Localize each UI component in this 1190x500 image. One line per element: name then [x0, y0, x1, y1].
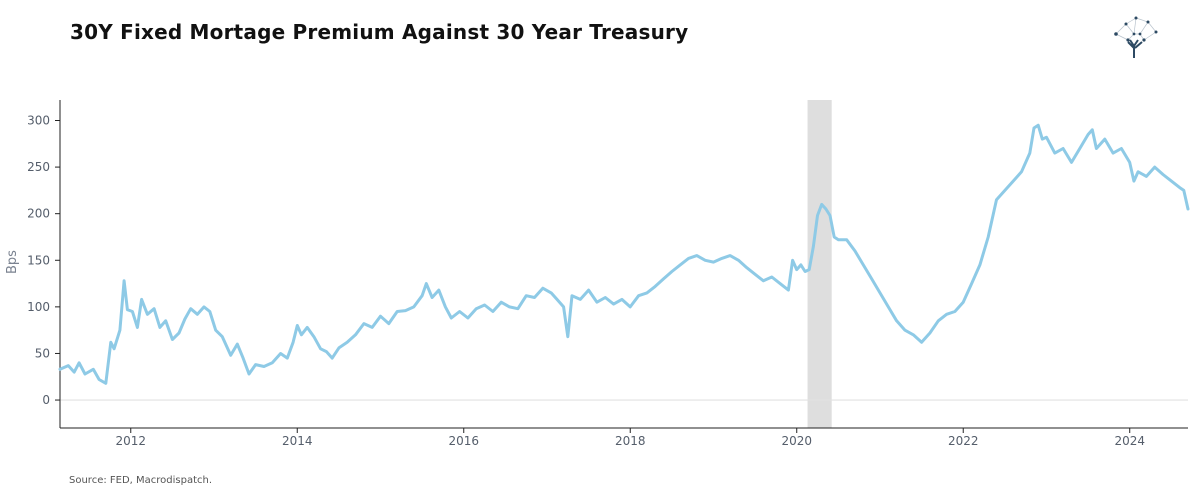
y-tick-label: 200: [27, 207, 50, 221]
page-title: 30Y Fixed Mortage Premium Against 30 Yea…: [70, 20, 689, 44]
y-tick-label: 0: [42, 393, 50, 407]
x-tick-label: 2012: [115, 434, 146, 448]
x-tick-label: 2016: [448, 434, 479, 448]
y-tick-label: 300: [27, 114, 50, 128]
y-axis-label: Bps: [5, 250, 20, 274]
x-tick-label: 2020: [781, 434, 812, 448]
x-tick-label: 2022: [948, 434, 979, 448]
y-tick-label: 150: [27, 253, 50, 267]
y-tick-label: 100: [27, 300, 50, 314]
x-tick-label: 2018: [615, 434, 646, 448]
series-line: [58, 123, 1190, 385]
y-tick-label: 50: [35, 346, 50, 360]
line-chart: 0 50 100 150 200 250 300 2012 2014 2016 2018 2020 20…: [5, 100, 1190, 448]
x-tick-label: 2014: [282, 434, 313, 448]
y-tick-label: 250: [27, 160, 50, 174]
network-tree-icon: [1114, 16, 1158, 58]
source-note: Source: FED, Macrodispatch.: [69, 475, 213, 486]
x-tick-label: 2024: [1114, 434, 1145, 448]
